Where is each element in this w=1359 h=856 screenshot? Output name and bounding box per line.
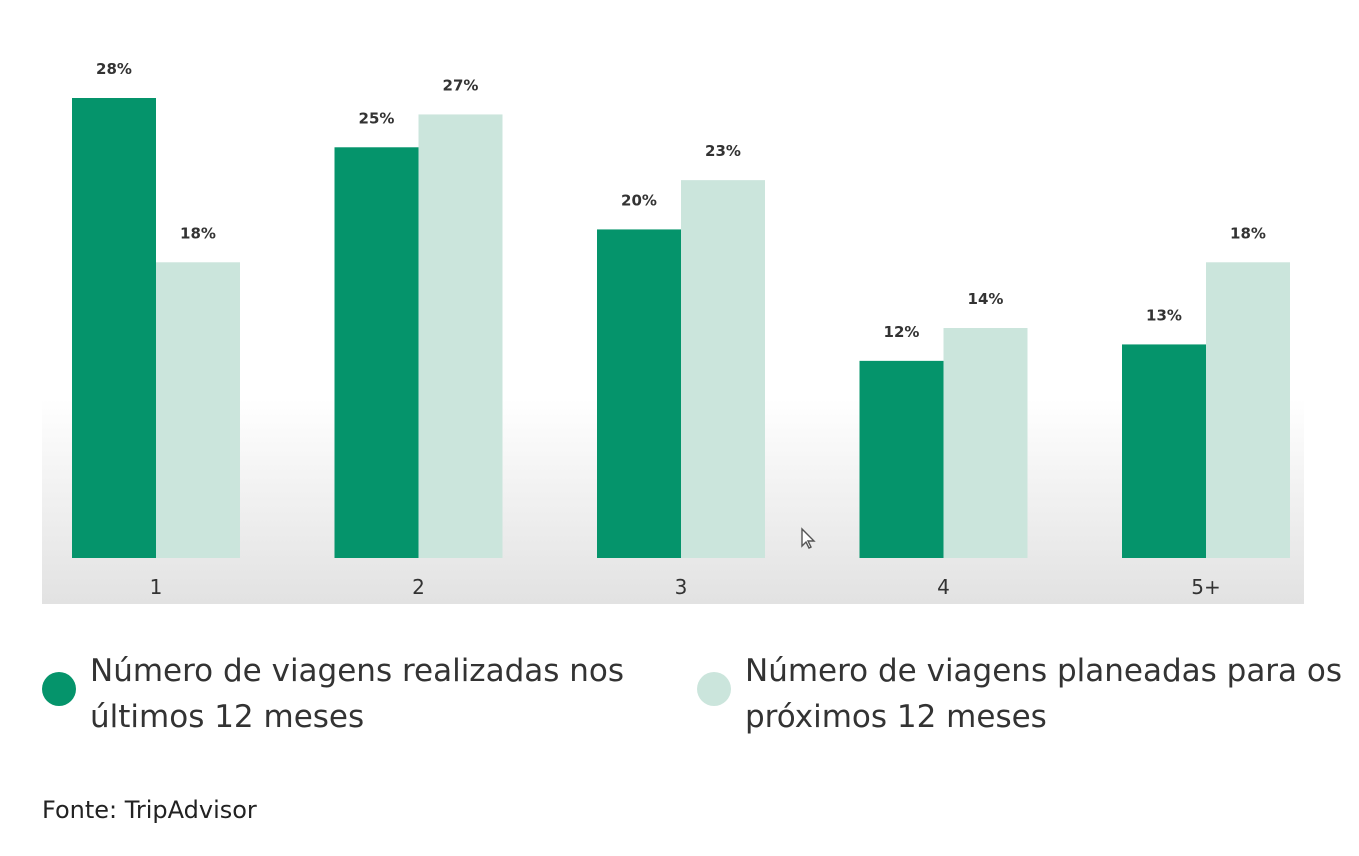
- bar-s2-2: [418, 114, 503, 558]
- data-label-s2-1: 18%: [180, 224, 216, 242]
- bar-s1-3: [597, 229, 681, 558]
- data-label-s1-1: 28%: [96, 60, 132, 78]
- bar-s2-3: [681, 180, 765, 558]
- legend-label-realizadas: Número de viagens realizadas nos últimos…: [90, 653, 625, 735]
- data-label-s1-4: 12%: [884, 323, 920, 341]
- x-tick-label-4: 4: [937, 575, 950, 599]
- data-label-s2-5plus: 18%: [1230, 224, 1266, 242]
- mouse-pointer-icon: [801, 527, 816, 549]
- bar-chart: 28% 18% 1 25% 27% 2 20% 23% 3 12% 14% 4 13% 18% 5+: [72, 60, 1290, 599]
- bar-s2-1: [156, 262, 240, 558]
- data-label-s2-2: 27%: [443, 76, 479, 94]
- bar-s2-5plus: [1206, 262, 1290, 558]
- bar-s1-4: [859, 360, 944, 558]
- data-label-s2-4: 14%: [968, 290, 1004, 308]
- x-tick-label-3: 3: [675, 575, 688, 599]
- bar-s2-4: [943, 328, 1028, 558]
- legend-item-realizadas: Número de viagens realizadas nos últimos…: [42, 648, 650, 740]
- data-label-s1-2: 25%: [359, 109, 395, 127]
- legend-swatch-realizadas: [42, 672, 76, 706]
- bar-s1-5plus: [1122, 344, 1206, 558]
- x-tick-label-5plus: 5+: [1191, 575, 1220, 599]
- data-label-s1-3: 20%: [621, 191, 657, 209]
- legend-item-planeadas: Número de viagens planeadas para os próx…: [697, 648, 1345, 740]
- bar-s1-2: [334, 147, 419, 559]
- chart-area: 28% 18% 1 25% 27% 2 20% 23% 3 12% 14% 4 13% 18% 5+: [42, 0, 1304, 604]
- x-tick-label-1: 1: [150, 575, 163, 599]
- data-label-s2-3: 23%: [705, 142, 741, 160]
- legend-swatch-planeadas: [697, 672, 731, 706]
- bar-s1-1: [72, 98, 156, 558]
- data-label-s1-5plus: 13%: [1146, 306, 1182, 324]
- source-note: Fonte: TripAdvisor: [42, 796, 257, 824]
- legend-label-planeadas: Número de viagens planeadas para os próx…: [745, 653, 1343, 735]
- x-tick-label-2: 2: [412, 575, 425, 599]
